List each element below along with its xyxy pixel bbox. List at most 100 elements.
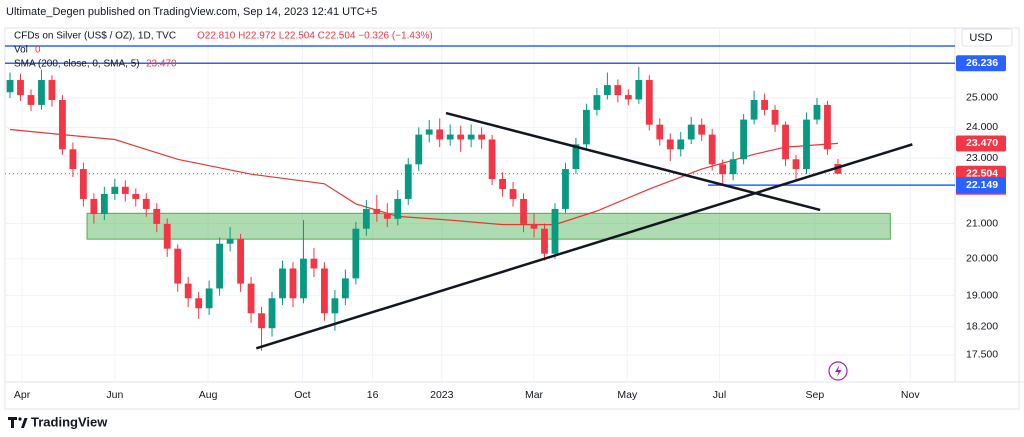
candle-body xyxy=(708,134,716,165)
candle-body xyxy=(614,85,622,96)
candle-body xyxy=(394,198,402,219)
candle-body xyxy=(509,189,517,199)
candle-body xyxy=(289,268,297,299)
candle-body xyxy=(813,104,821,120)
frame xyxy=(4,27,1020,410)
plot xyxy=(5,28,955,382)
y-tick-label: 20.000 xyxy=(966,252,998,264)
sma-line xyxy=(9,128,838,226)
candle-body xyxy=(38,80,45,105)
price-badge-label: 26.236 xyxy=(966,57,998,69)
candle-body xyxy=(467,134,475,140)
candle-body xyxy=(436,129,444,140)
candle-body xyxy=(362,208,370,229)
candle-body xyxy=(59,99,66,150)
candle-body xyxy=(216,243,224,289)
candle-body xyxy=(478,134,486,140)
candle-body xyxy=(142,198,150,209)
candle-body xyxy=(824,104,831,150)
candle-body xyxy=(121,186,129,194)
candle-body xyxy=(593,95,601,110)
candle-body xyxy=(499,178,506,190)
candle-body xyxy=(698,124,706,135)
sma-label: SMA (200, close, 0, SMA, 5) xyxy=(14,59,140,70)
currency-box[interactable] xyxy=(961,28,1013,47)
currency[interactable]: USD xyxy=(969,32,992,44)
candle-body xyxy=(750,99,758,120)
y-tick-label: 25.000 xyxy=(966,92,998,104)
candle-body xyxy=(69,149,77,170)
trend-line xyxy=(445,111,821,212)
candle-body xyxy=(237,238,244,284)
candle-body xyxy=(268,298,276,329)
candle-body xyxy=(457,134,465,140)
candle-body xyxy=(530,223,538,229)
candle-body xyxy=(488,139,496,179)
price-badge-label: 22.504 xyxy=(966,168,998,180)
candle-body xyxy=(383,214,391,219)
candle-body xyxy=(740,119,748,160)
candle-body xyxy=(205,288,213,309)
candle-body xyxy=(834,163,842,174)
price-badge-label: 23.470 xyxy=(966,137,998,149)
candle-body xyxy=(656,124,664,140)
candle-body xyxy=(27,95,35,105)
candle-body xyxy=(771,109,779,125)
candle-body xyxy=(603,85,611,96)
y-tick-label: 23.000 xyxy=(966,152,998,164)
candle-body xyxy=(803,119,810,170)
candle-body xyxy=(321,268,328,314)
candle-body xyxy=(17,80,24,96)
candle-body xyxy=(310,258,318,269)
candle-body xyxy=(792,159,800,170)
candle-body xyxy=(541,228,548,254)
candle-body xyxy=(562,169,569,209)
y-tick-label: 21.000 xyxy=(966,217,998,229)
candle-body xyxy=(551,208,559,254)
candle-body xyxy=(624,95,632,100)
candle-body xyxy=(48,80,56,100)
candle-body xyxy=(341,278,349,299)
y-tick-label: 18.200 xyxy=(966,320,998,332)
x-tick-label: May xyxy=(617,389,638,401)
candle-body xyxy=(132,193,140,199)
candle-body xyxy=(782,124,789,160)
attribution: Ultimate_Degen published on TradingView.… xyxy=(6,6,377,18)
x-tick-label: Apr xyxy=(14,389,31,401)
lightning xyxy=(835,365,842,377)
candle-body xyxy=(446,134,454,140)
candle-body xyxy=(226,238,234,244)
x-tick-label: Nov xyxy=(901,389,920,401)
sma-value: 23.470 xyxy=(146,59,177,70)
candle-body xyxy=(247,283,255,314)
candle-body xyxy=(404,164,412,199)
candle-body xyxy=(90,198,98,215)
candle-body xyxy=(300,258,307,299)
candle-body xyxy=(373,208,381,215)
candle-body xyxy=(666,139,674,150)
candle-body xyxy=(520,198,527,224)
candle-body xyxy=(677,139,685,150)
vol-value: 0 xyxy=(35,45,41,56)
candle-body xyxy=(572,144,580,170)
candle-body xyxy=(100,193,108,215)
price-badge xyxy=(956,177,1006,194)
x-tick-label: Mar xyxy=(525,389,544,401)
candle-body xyxy=(153,208,161,224)
candle-body xyxy=(645,80,653,125)
candle-body xyxy=(258,313,265,329)
price-badge-label: 22.149 xyxy=(966,179,998,191)
x-tick-label: Jul xyxy=(713,389,726,401)
candle-body xyxy=(583,109,590,145)
trend-line xyxy=(255,143,913,350)
candle-body xyxy=(6,80,14,93)
candle-body xyxy=(79,169,87,199)
candle-body xyxy=(687,124,695,140)
y-tick-label: 19.000 xyxy=(966,289,998,301)
logo-mark xyxy=(8,417,28,428)
x-tick-label: 16 xyxy=(367,389,379,401)
candle-body xyxy=(279,268,286,299)
candle-body xyxy=(425,129,433,135)
